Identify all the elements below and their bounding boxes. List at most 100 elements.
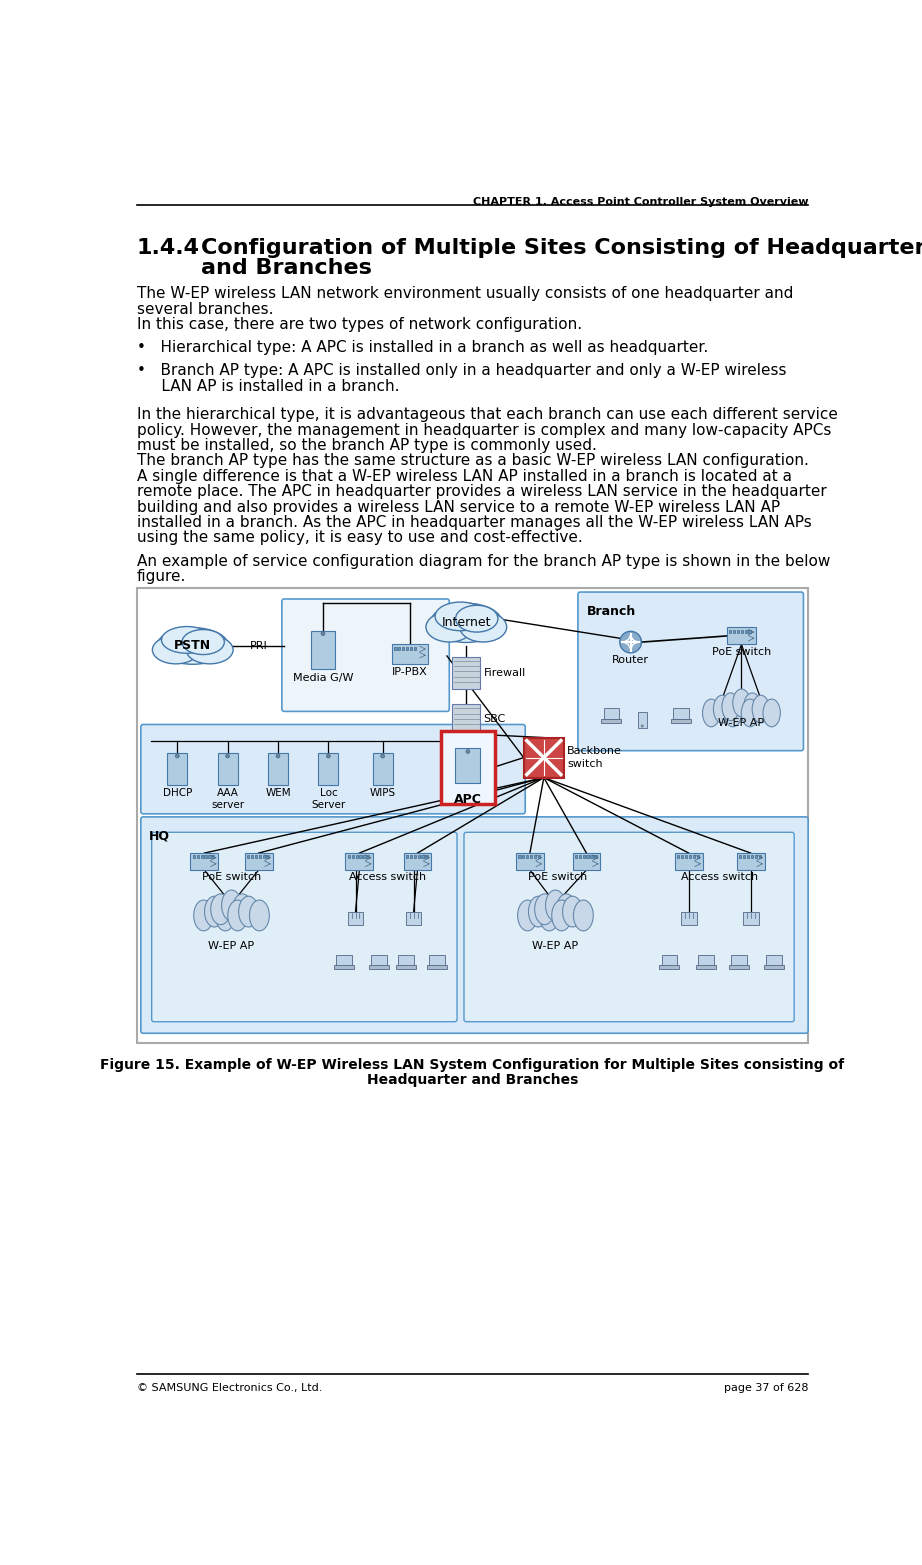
Bar [312,631,335,670]
Ellipse shape [725,700,741,726]
Text: Backbone: Backbone [567,747,622,756]
Bar [414,856,416,859]
Bar [594,856,597,859]
Bar [677,856,680,859]
Bar [259,856,261,859]
Bar [743,911,759,925]
Bar [455,748,480,782]
Ellipse shape [152,635,199,664]
Bar [574,856,577,859]
Bar [696,856,699,859]
Bar [268,753,288,786]
Bar [759,856,761,859]
Ellipse shape [211,894,230,925]
Bar [729,966,750,969]
Ellipse shape [741,700,759,726]
Bar [196,856,199,859]
Text: Figure 15. Example of W-EP Wireless LAN System Configuration for Multiple Sites : Figure 15. Example of W-EP Wireless LAN … [100,1058,845,1072]
Text: policy. However, the management in headquarter is complex and many low-capacity : policy. However, the management in headq… [137,423,832,438]
Ellipse shape [221,890,242,920]
Bar [692,856,695,859]
Circle shape [641,725,644,728]
Bar [751,856,753,859]
Text: PSTN: PSTN [174,640,211,653]
Bar [200,856,203,859]
Circle shape [175,754,179,757]
Bar [205,856,207,859]
Text: PoE switch: PoE switch [528,872,587,883]
Bar [749,629,751,632]
Bar [583,856,585,859]
Text: WIPS: WIPS [370,789,396,798]
Ellipse shape [157,628,229,664]
Ellipse shape [426,612,473,642]
Text: HQ: HQ [149,829,171,844]
Bar [673,709,689,718]
Bar [406,646,408,649]
Ellipse shape [703,700,720,726]
Bar [453,657,480,689]
Text: PoE switch: PoE switch [712,646,771,657]
Text: DHCP: DHCP [162,789,192,798]
Ellipse shape [744,693,761,720]
Bar [396,966,416,969]
Bar [137,588,808,1042]
Bar [406,911,421,925]
Ellipse shape [539,900,559,931]
Bar [348,911,363,925]
Bar [409,856,412,859]
Text: An example of service configuration diagram for the branch AP type is shown in t: An example of service configuration diag… [137,554,831,568]
Ellipse shape [528,897,549,926]
Bar [208,856,210,859]
Text: SBC: SBC [483,714,505,725]
Ellipse shape [714,695,731,723]
Ellipse shape [535,894,554,925]
Ellipse shape [216,900,235,931]
Bar [218,753,238,786]
Text: WEM: WEM [266,789,290,798]
Text: using the same policy, it is easy to use and cost-effective.: using the same policy, it is easy to use… [137,531,583,546]
Text: Configuration of Multiple Sites Consisting of Headquarter: Configuration of Multiple Sites Consisti… [200,238,922,258]
Bar [251,856,254,859]
Bar [395,646,396,649]
Bar [766,955,782,966]
Bar [244,853,273,870]
Bar [266,856,268,859]
Bar [398,646,400,649]
Bar [586,856,589,859]
Text: The branch AP type has the same structure as a basic W-EP wireless LAN configura: The branch AP type has the same structur… [137,454,809,468]
Circle shape [276,754,280,757]
FancyBboxPatch shape [578,592,803,751]
Circle shape [326,754,330,757]
Bar [191,853,219,870]
Ellipse shape [182,629,224,654]
Bar [522,856,525,859]
FancyBboxPatch shape [141,817,808,1033]
Text: building and also provides a wireless LAN service to a remote W-EP wireless LAN : building and also provides a wireless LA… [137,499,780,515]
Text: In this case, there are two types of network configuration.: In this case, there are two types of net… [137,318,582,332]
Text: PRI: PRI [250,642,267,651]
Circle shape [620,631,642,653]
Bar [409,646,412,649]
Bar [743,856,745,859]
Text: A single difference is that a W-EP wireless LAN AP installed in a branch is loca: A single difference is that a W-EP wirel… [137,470,792,484]
Text: Access switch: Access switch [681,872,758,883]
Bar [421,856,424,859]
FancyBboxPatch shape [152,833,457,1022]
Text: In the hierarchical type, it is advantageous that each branch can use each diffe: In the hierarchical type, it is advantag… [137,407,838,423]
Text: Headquarter and Branches: Headquarter and Branches [367,1074,578,1088]
Ellipse shape [562,897,583,926]
Bar [638,712,647,728]
Text: installed in a branch. As the APC in headquarter manages all the W-EP wireless L: installed in a branch. As the APC in hea… [137,515,811,531]
Bar [764,966,784,969]
Bar [348,856,350,859]
Bar [398,955,414,966]
Text: page 37 of 628: page 37 of 628 [724,1383,808,1393]
Bar [425,856,428,859]
Bar [740,629,743,632]
Bar [418,856,420,859]
Text: Firewall: Firewall [483,668,526,678]
Text: Branch: Branch [586,606,635,618]
Ellipse shape [250,900,269,931]
Text: CHAPTER 1. Access Point Controller System Overview: CHAPTER 1. Access Point Controller Syste… [473,197,808,207]
